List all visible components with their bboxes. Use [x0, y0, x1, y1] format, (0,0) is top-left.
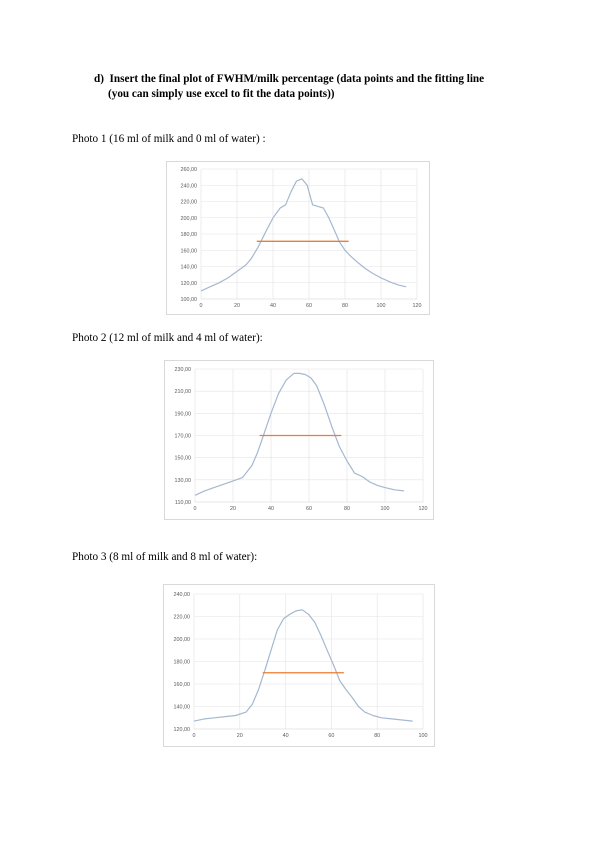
- x-tick-label: 20: [234, 303, 240, 309]
- photo-2-chart: 0 20 40 60 80 100 120 110,00 130,00 150,00 170,00 1…: [164, 360, 434, 520]
- x-tick-label: 0: [193, 733, 196, 739]
- x-tick-label: 120: [419, 506, 428, 512]
- x-tick-label: 80: [342, 303, 348, 309]
- x-tick-label: 40: [268, 506, 274, 512]
- y-tick-label: 170,00: [175, 434, 192, 440]
- photo-3-chart-svg: 0 20 40 60 80 100 120,00 140,00 160,00 180,00 200,…: [174, 592, 428, 739]
- intensity-profile-line: [193, 609, 413, 722]
- y-tick-label: 110,00: [175, 500, 191, 506]
- y-tick-label: 100,00: [181, 297, 198, 303]
- x-tick-label: 100: [419, 733, 428, 739]
- y-tick-label: 210,00: [175, 389, 192, 395]
- y-tick-label: 240,00: [181, 183, 198, 189]
- y-tick-label: 160,00: [181, 248, 198, 254]
- question-line-1: Insert the final plot of FWHM/milk perce…: [109, 73, 485, 85]
- photo-3-chart: 0 20 40 60 80 100 120,00 140,00 160,00 180,00 200,…: [163, 584, 435, 747]
- y-tick-label: 200,00: [174, 637, 191, 643]
- photo-1-chart: 0 20 40 60 80 100 120 100,00 120,00 140,00 160,00 1…: [166, 161, 430, 315]
- y-tick-label: 130,00: [175, 478, 192, 484]
- y-tick-label: 150,00: [175, 456, 192, 462]
- x-tick-label: 100: [377, 303, 386, 309]
- photo-1-chart-svg: 0 20 40 60 80 100 120 100,00 120,00 140,00 160,00 1…: [181, 167, 422, 309]
- y-tick-label: 220,00: [181, 200, 198, 206]
- y-tick-label: 190,00: [175, 411, 192, 417]
- y-tick-label: 220,00: [174, 615, 191, 621]
- y-tick-label: 230,00: [175, 367, 192, 373]
- x-tick-label: 60: [306, 506, 312, 512]
- question-marker: d): [94, 73, 104, 85]
- x-tick-label: 80: [374, 733, 380, 739]
- photo-1-caption: Photo 1 (16 ml of milk and 0 ml of water…: [72, 133, 266, 145]
- x-tick-label: 60: [328, 733, 334, 739]
- x-tick-label: 60: [306, 303, 312, 309]
- x-tick-label: 80: [344, 506, 350, 512]
- question-heading: d) Insert the final plot of FWHM/milk pe…: [94, 72, 544, 102]
- x-tick-label: 0: [194, 506, 197, 512]
- y-tick-label: 160,00: [174, 682, 191, 688]
- y-tick-label: 140,00: [174, 705, 191, 711]
- y-tick-label: 140,00: [181, 265, 198, 271]
- y-tick-label: 120,00: [174, 727, 191, 733]
- question-line-2: (you can simply use excel to fit the dat…: [108, 88, 335, 100]
- y-tick-label: 180,00: [181, 232, 198, 238]
- y-tick-label: 200,00: [181, 216, 198, 222]
- y-tick-label: 260,00: [181, 167, 198, 173]
- intensity-profile-line: [200, 178, 407, 292]
- x-tick-label: 100: [381, 506, 390, 512]
- photo-2-caption: Photo 2 (12 ml of milk and 4 ml of water…: [72, 332, 263, 344]
- x-tick-label: 0: [200, 303, 203, 309]
- photo-2-chart-svg: 0 20 40 60 80 100 120 110,00 130,00 150,00 170,00 1…: [175, 367, 428, 512]
- x-tick-label: 40: [270, 303, 276, 309]
- x-tick-label: 120: [413, 303, 422, 309]
- y-tick-label: 120,00: [181, 281, 198, 287]
- y-tick-label: 180,00: [174, 660, 191, 666]
- x-tick-label: 40: [283, 733, 289, 739]
- x-tick-label: 20: [237, 733, 243, 739]
- y-tick-label: 240,00: [174, 592, 191, 598]
- x-tick-label: 20: [230, 506, 236, 512]
- photo-3-caption: Photo 3 (8 ml of milk and 8 ml of water)…: [72, 551, 258, 563]
- intensity-profile-line: [194, 372, 405, 496]
